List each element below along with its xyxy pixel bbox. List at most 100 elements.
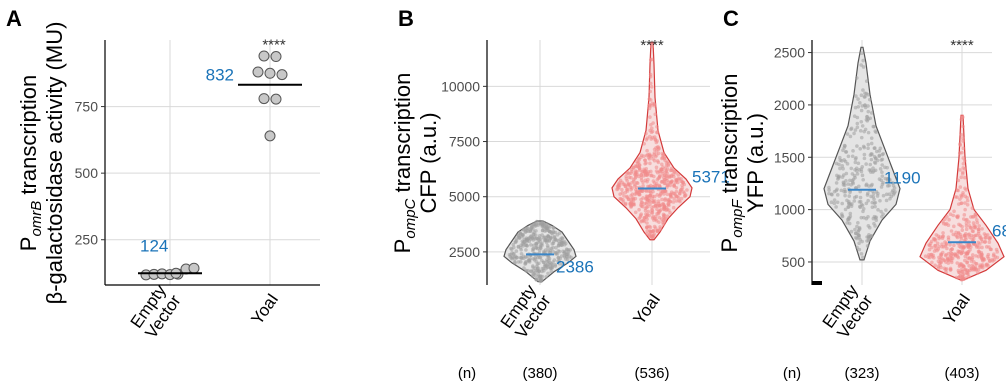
panel-c-data-point — [842, 189, 846, 194]
panel-b-data-point — [531, 243, 536, 248]
panel-b-data-point — [672, 196, 676, 201]
panel-c-data-point — [961, 136, 965, 141]
panel-c-data-point — [887, 178, 892, 183]
panel-c-data-point — [869, 194, 873, 199]
panel-c-data-point — [888, 196, 892, 201]
panel-c-data-point — [945, 214, 949, 219]
panel-b-data-point — [679, 187, 684, 192]
panel-b-data-point — [534, 242, 539, 247]
panel-c-data-point — [857, 247, 862, 252]
panel-c-data-point — [951, 213, 956, 218]
panel-c-data-point — [840, 201, 845, 206]
panel-b-data-point — [641, 184, 645, 188]
panel-c-significance: **** — [950, 37, 974, 54]
panel-c-data-point — [864, 162, 868, 166]
panel-c-data-point — [992, 257, 997, 262]
panel-b-data-point — [637, 166, 642, 171]
panel-c-data-point — [847, 194, 852, 198]
panel-b-y-ticks: 2500 5000 7500 10000 — [441, 78, 487, 260]
panel-c-data-point — [880, 163, 885, 167]
panel-c-data-point — [859, 51, 864, 56]
panel-b-data-point — [528, 229, 533, 233]
panel-b-data-point — [649, 173, 653, 178]
panel-c-data-point — [860, 255, 865, 260]
panel-b-data-point — [531, 232, 536, 236]
panel-c-data-point — [827, 191, 831, 196]
panel-b-data-point — [546, 245, 550, 250]
panel-c-data-point — [923, 254, 928, 258]
panel-c-data-point — [827, 188, 831, 192]
panel-c-data-point — [845, 221, 849, 225]
panel-c-data-point — [883, 176, 888, 181]
panel-c-data-point — [975, 233, 979, 238]
panel-b-data-point — [514, 249, 519, 253]
panel-c-data-point — [842, 183, 847, 187]
panel-b-data-point — [666, 198, 671, 202]
panel-c-data-point — [930, 245, 934, 250]
panel-c-data-point — [856, 104, 861, 109]
panel-b-data-point — [557, 231, 562, 235]
panel-c-y-ticks: 500 1000 1500 2000 2500 — [774, 45, 812, 270]
panel-c-data-point — [855, 172, 860, 176]
panel-c-data-point — [984, 245, 989, 249]
panel-b-data-point — [557, 261, 562, 266]
panel-b-data-point — [662, 220, 667, 224]
panel-c-data-point — [839, 188, 844, 193]
panel-b-data-point — [660, 202, 665, 207]
panel-a-letter: A — [6, 6, 22, 31]
panel-c-data-point — [845, 132, 850, 136]
panel-c-data-point — [860, 173, 865, 178]
panel-c-data-point — [992, 252, 996, 256]
panel-c-data-point — [879, 158, 884, 162]
panel-c-data-point — [960, 172, 965, 176]
panel-c-data-point — [852, 195, 857, 200]
panel-c-data-point — [983, 239, 988, 244]
panel-c-data-point — [881, 193, 886, 198]
panel-c-data-point — [866, 142, 871, 147]
panel-b-data-point — [546, 234, 550, 239]
panel-b-data-point — [648, 89, 653, 94]
panel-c-data-point — [844, 150, 849, 154]
panel-b-data-point — [527, 236, 531, 241]
panel-c-data-point — [961, 139, 965, 143]
panel-b-data-point — [643, 208, 648, 213]
panel-b-data-point — [668, 193, 673, 197]
panel-b-data-point — [524, 229, 528, 234]
panel-c-data-point — [862, 215, 866, 220]
panel-c-data-point — [872, 201, 877, 205]
panel-b-data-point — [652, 232, 657, 237]
panel-a-data-point — [258, 93, 270, 105]
panel-b-data-point — [662, 213, 667, 218]
panel-c-data-point — [873, 161, 878, 165]
panel-c-data-point — [947, 217, 951, 222]
panel-b-data-point — [645, 217, 649, 221]
panel-c-data-point — [872, 221, 876, 226]
panel-b-data-point — [655, 178, 660, 182]
panel-c-data-point — [950, 247, 954, 252]
panel-b-data-point — [674, 186, 679, 190]
panel-c-data-point — [860, 104, 865, 108]
panel-b-data-point — [648, 230, 653, 235]
panel-c-data-point — [838, 158, 843, 163]
panel-c-data-point — [848, 202, 853, 207]
panel-b-data-point — [527, 258, 532, 263]
panel-c-data-point — [970, 229, 975, 233]
panel-c-data-point — [948, 257, 952, 262]
panel-b-data-point — [648, 225, 653, 230]
panel-c-data-point — [856, 220, 860, 225]
panel-c-data-point — [848, 211, 853, 216]
panel-a-mean-label: 124 — [140, 236, 168, 255]
panel-b-data-point — [651, 179, 656, 183]
panel-a: A 250 500 750 124 832 **** PomrB transcripti… — [6, 6, 320, 342]
panel-c-data-point — [967, 223, 972, 228]
panel-c-data-point — [931, 253, 935, 258]
panel-b-data-point — [637, 157, 642, 162]
panel-b-data-point — [637, 207, 641, 212]
panel-b-data-point — [638, 215, 643, 219]
panel-b-data-point — [516, 244, 521, 249]
panel-b-data-point — [519, 252, 524, 256]
panel-b-data-point — [660, 162, 664, 167]
panel-b-data-point — [535, 246, 540, 251]
panel-c-data-point — [980, 253, 984, 257]
